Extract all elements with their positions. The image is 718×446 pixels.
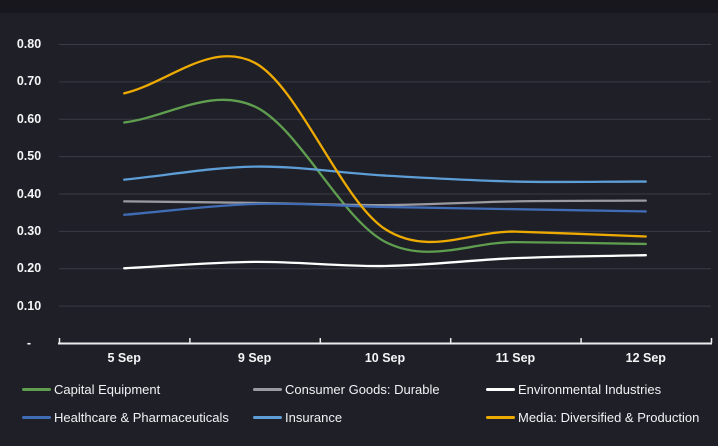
y-axis-label: 0.40 [16,186,42,201]
x-axis-label: 5 Sep [107,351,141,365]
legend-swatch-icon [22,415,51,419]
series-line-environmental-industries [123,254,647,270]
legend-swatch-icon [486,415,515,419]
x-axis-label: 12 Sep [625,351,666,365]
x-axis-label: 10 Sep [364,351,406,365]
y-axis-label: 0.50 [16,149,42,164]
legend-label: Healthcare & Pharmaceuticals [54,409,229,425]
legend-label: Consumer Goods: Durable [285,381,440,397]
legend-item-capital-equipment[interactable]: Capital Equipment [22,378,160,400]
y-axis-label: 0.80 [16,37,42,51]
legend-item-environmental-industries[interactable]: Environmental Industries [486,378,661,400]
legend-label: Environmental Industries [518,381,662,397]
legend-label: Capital Equipment [54,381,161,397]
series-line-healthcare-pharmaceuticals [123,202,647,216]
series-line-media-diversified-production [123,55,647,243]
x-axis-label: 9 Sep [237,351,272,365]
y-axis-label: 0.20 [16,261,42,276]
y-axis-label: 0.30 [16,223,42,238]
y-axis-label: 0.70 [16,74,42,89]
legend-swatch-icon [486,387,515,391]
series-line-insurance [123,165,647,184]
legend-item-media-diversified-production[interactable]: Media: Diversified & Production [486,406,699,428]
legend-label: Media: Diversified & Production [518,409,700,425]
series-line-capital-equipment [123,98,647,253]
legend-item-consumer-goods-durable[interactable]: Consumer Goods: Durable [253,378,440,400]
legend-swatch-icon [253,415,282,419]
y-axis-label: - [26,336,32,350]
legend-label: Insurance [285,409,343,425]
legend-item-healthcare-pharmaceuticals[interactable]: Healthcare & Pharmaceuticals [22,406,229,428]
y-axis-label: 0.60 [16,111,42,126]
window-top-strip [0,0,718,13]
legend-swatch-icon [22,387,51,391]
legend-swatch-icon [253,387,282,391]
legend-item-insurance[interactable]: Insurance [253,406,342,428]
y-axis-label: 0.10 [16,298,42,313]
series-line-consumer-goods-durable [123,199,647,207]
x-axis-label: 11 Sep [495,351,536,365]
